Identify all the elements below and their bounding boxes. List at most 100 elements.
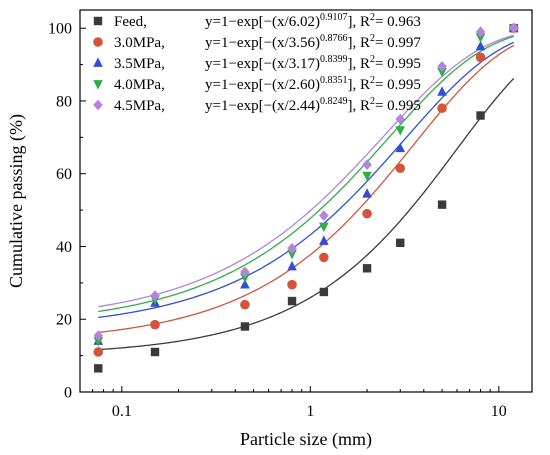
y-tick-label: 0 bbox=[64, 385, 72, 402]
legend-equation-body: y=1−exp[−(x/2.44) bbox=[205, 98, 320, 114]
data-point-series-4 bbox=[287, 249, 297, 260]
data-point-series-3 bbox=[240, 279, 250, 289]
data-point-series-3 bbox=[319, 235, 329, 245]
legend-r2-value: = 0.995 bbox=[375, 98, 421, 114]
data-point-series-5 bbox=[508, 22, 519, 34]
y-tick-label: 100 bbox=[48, 21, 72, 38]
fit-curve-5 bbox=[98, 34, 514, 308]
legend-series-name: 3.0MPa, bbox=[114, 35, 165, 51]
data-point-series-4 bbox=[437, 68, 447, 78]
legend-entry: 4.5MPa, y=1−exp[−(x/2.44)0.8249], R2= 0.9… bbox=[93, 96, 421, 114]
legend-equation-r: ], R bbox=[347, 35, 370, 51]
legend-marker-3 bbox=[93, 57, 103, 67]
data-point-series-2 bbox=[240, 299, 250, 310]
data-point-series-1 bbox=[362, 264, 372, 273]
data-point-series-5 bbox=[319, 210, 329, 221]
legend-r2-value: = 0.997 bbox=[375, 35, 421, 51]
legend-entry: 3.5MPa, y=1−exp[−(x/3.17)0.8399], R2= 0.9… bbox=[93, 54, 421, 72]
legend-equation: y=1−exp[−(x/2.44)0.8249], R2= 0.995 bbox=[205, 96, 421, 114]
y-axis-title: Cumulative passing (%) bbox=[6, 114, 27, 288]
data-point-series-5 bbox=[362, 159, 372, 171]
legend-series-name: Feed, bbox=[114, 14, 147, 30]
data-point-series-4 bbox=[319, 222, 329, 233]
legend-r2-exponent: 2 bbox=[370, 12, 375, 23]
legend-equation-body: y=1−exp[−(x/3.17) bbox=[205, 56, 320, 72]
data-point-series-3 bbox=[362, 188, 372, 198]
legend-equation-exponent: 0.8351 bbox=[320, 75, 348, 86]
data-point-series-1 bbox=[287, 296, 297, 306]
data-point-series-1 bbox=[396, 238, 405, 248]
legend-r2-exponent: 2 bbox=[370, 33, 375, 44]
data-point-series-3 bbox=[475, 40, 486, 51]
legend-series-name: 4.5MPa, bbox=[114, 98, 165, 114]
legend-series-name: 4.0MPa, bbox=[114, 77, 165, 93]
data-point-series-2 bbox=[93, 347, 104, 357]
data-point-series-2 bbox=[150, 319, 160, 330]
x-tick-label: 10 bbox=[491, 403, 507, 420]
data-point-series-2 bbox=[395, 163, 406, 174]
legend-series-name: 3.5MPa, bbox=[114, 56, 165, 72]
data-point-series-4 bbox=[395, 126, 406, 136]
data-points bbox=[93, 22, 519, 373]
data-point-series-1 bbox=[240, 322, 250, 331]
legend-marker-2 bbox=[93, 37, 103, 47]
data-point-series-2 bbox=[475, 52, 486, 63]
y-tick-label: 20 bbox=[56, 312, 72, 329]
legend-equation-body: y=1−exp[−(x/6.02) bbox=[205, 14, 320, 30]
data-point-series-1 bbox=[94, 364, 103, 373]
legend-entry: 4.0MPa, y=1−exp[−(x/2.60)0.8351], R2= 0.9… bbox=[93, 75, 421, 93]
legend-marker-5 bbox=[93, 99, 103, 111]
data-point-series-3 bbox=[395, 142, 406, 153]
legend-equation: y=1−exp[−(x/6.02)0.9107], R2= 0.963 bbox=[205, 12, 421, 30]
legend-r2-value: = 0.963 bbox=[375, 14, 421, 30]
legend-r2-value: = 0.995 bbox=[375, 77, 421, 93]
legend-equation-exponent: 0.8399 bbox=[320, 54, 348, 65]
legend: Feed, y=1−exp[−(x/6.02)0.9107], R2= 0.963… bbox=[93, 12, 421, 114]
data-point-series-2 bbox=[287, 279, 297, 290]
data-point-series-1 bbox=[150, 347, 160, 357]
legend-equation-r: ], R bbox=[347, 14, 370, 30]
data-point-series-2 bbox=[437, 103, 447, 114]
data-point-series-2 bbox=[319, 252, 329, 263]
legend-equation: y=1−exp[−(x/3.17)0.8399], R2= 0.995 bbox=[205, 54, 421, 72]
x-tick-label: 0.1 bbox=[112, 403, 132, 420]
data-point-series-5 bbox=[395, 113, 406, 125]
legend-equation-r: ], R bbox=[347, 56, 370, 72]
legend-entry: Feed, y=1−exp[−(x/6.02)0.9107], R2= 0.963 bbox=[93, 12, 421, 30]
data-point-series-5 bbox=[93, 330, 104, 342]
legend-equation-r: ], R bbox=[347, 98, 370, 114]
data-point-series-5 bbox=[437, 60, 447, 72]
data-point-series-3 bbox=[287, 260, 297, 271]
legend-equation-exponent: 0.8766 bbox=[320, 33, 348, 44]
legend-equation-body: y=1−exp[−(x/3.56) bbox=[205, 35, 320, 51]
fit-curve-4 bbox=[98, 35, 514, 313]
legend-r2-exponent: 2 bbox=[370, 96, 375, 107]
data-point-series-1 bbox=[437, 200, 447, 209]
legend-equation-r: ], R bbox=[347, 77, 370, 93]
fit-curve-1 bbox=[98, 77, 515, 351]
data-point-series-4 bbox=[475, 33, 486, 43]
data-point-series-4 bbox=[240, 273, 250, 283]
y-tick-label: 40 bbox=[56, 239, 72, 256]
legend-equation-body: y=1−exp[−(x/2.60) bbox=[205, 77, 320, 93]
data-point-series-5 bbox=[475, 26, 486, 38]
legend-equation-exponent: 0.8249 bbox=[320, 96, 348, 107]
x-axis-title: Particle size (mm) bbox=[240, 429, 372, 450]
data-point-series-5 bbox=[287, 242, 297, 254]
legend-marker-4 bbox=[93, 80, 103, 90]
legend-r2-exponent: 2 bbox=[370, 75, 375, 86]
data-point-series-5 bbox=[150, 290, 160, 301]
legend-marker-1 bbox=[93, 16, 103, 26]
legend-equation: y=1−exp[−(x/3.56)0.8766], R2= 0.997 bbox=[205, 33, 421, 51]
data-point-series-1 bbox=[476, 111, 485, 120]
data-point-series-2 bbox=[362, 208, 372, 219]
y-tick-label: 60 bbox=[56, 166, 72, 183]
data-point-series-5 bbox=[240, 266, 250, 278]
x-tick-label: 1 bbox=[306, 403, 314, 420]
data-point-series-4 bbox=[362, 171, 372, 182]
data-point-series-3 bbox=[437, 86, 447, 96]
legend-entry: 3.0MPa, y=1−exp[−(x/3.56)0.8766], R2= 0.9… bbox=[93, 33, 421, 51]
y-tick-label: 80 bbox=[56, 93, 72, 110]
